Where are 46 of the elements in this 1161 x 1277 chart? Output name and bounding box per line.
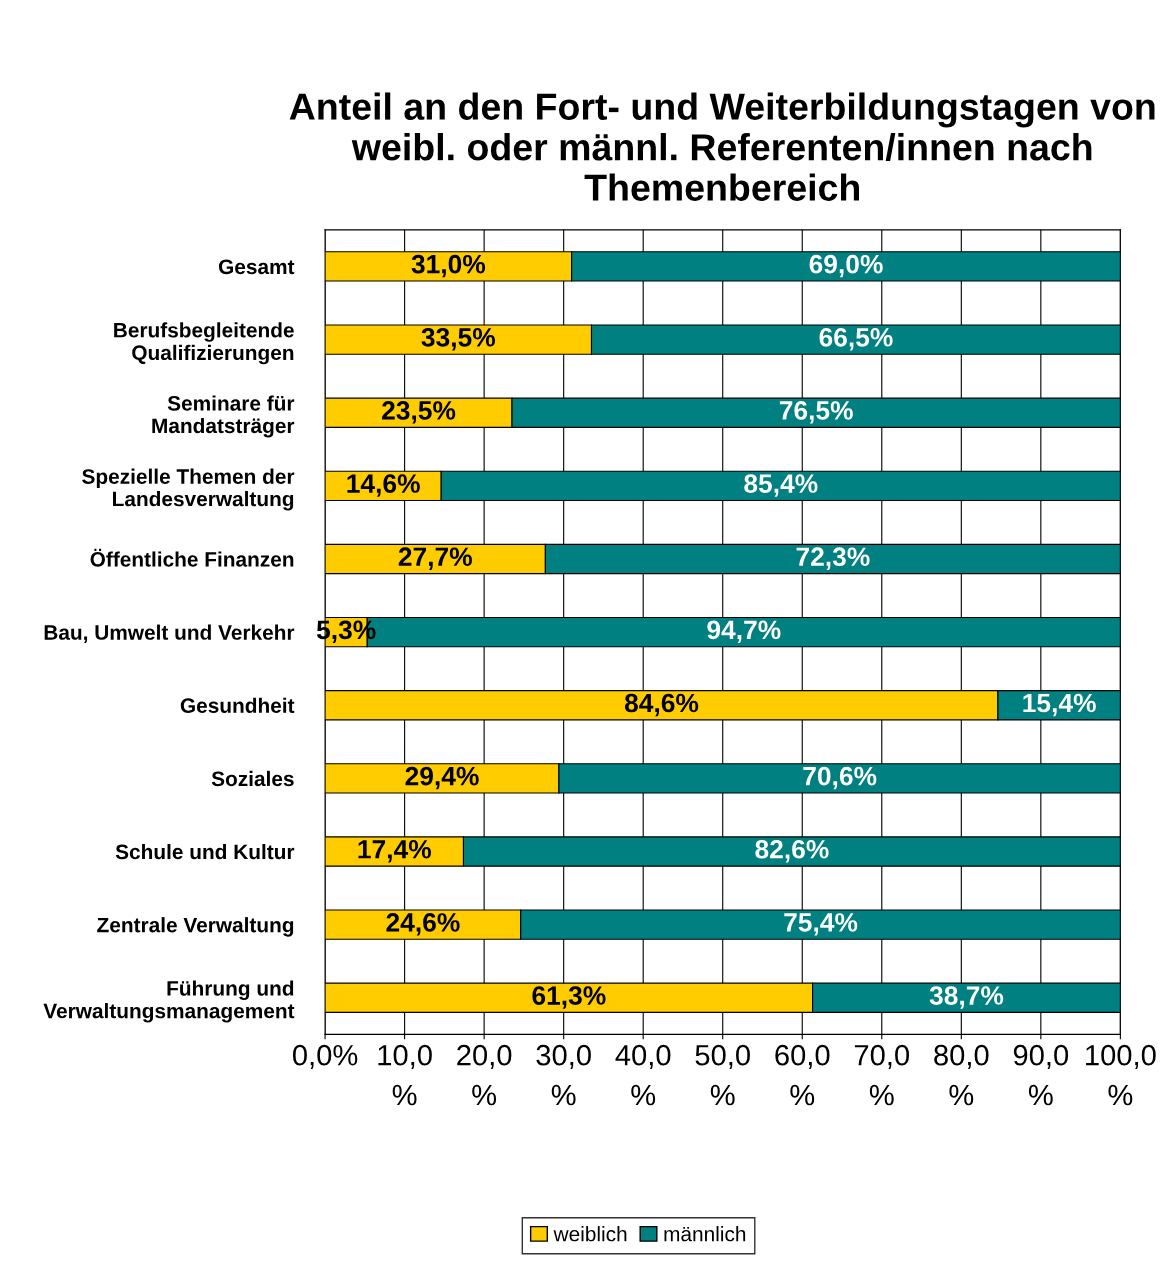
y-tick-label: Gesundheit bbox=[180, 697, 295, 714]
data-label: 15,4% bbox=[1023, 693, 1096, 717]
x-tick-label: 10,0 % bbox=[378, 1044, 432, 1106]
data-label: 70,6% bbox=[803, 766, 877, 790]
data-label: 17,4% bbox=[358, 839, 431, 863]
chart-title: Anteil an den Fort- und Weiterbildungstagen von weibl. oder männl. Referenten/innen nach Themenbereich bbox=[289, 92, 1155, 201]
x-tick-label: 100,0 % bbox=[1086, 1044, 1156, 1106]
legend-label: weiblich bbox=[553, 1226, 627, 1242]
data-label: 76,5% bbox=[779, 401, 853, 424]
x-tick-label: 90,0 % bbox=[1013, 1044, 1069, 1106]
data-label: 23,5% bbox=[382, 401, 456, 424]
data-label: 66,5% bbox=[819, 327, 893, 351]
y-tick-label: Seminare für Mandatsträger bbox=[152, 395, 295, 438]
data-label: 61,3% bbox=[532, 986, 606, 1009]
data-label: 24,6% bbox=[386, 913, 460, 936]
x-tick-label: 20,0 % bbox=[457, 1044, 512, 1106]
data-label: 29,4% bbox=[405, 766, 479, 790]
y-tick-label: Führung und Verwaltungsmanagement bbox=[43, 980, 295, 1023]
x-tick-label: 70,0 % bbox=[854, 1044, 910, 1106]
y-tick-label: Spezielle Themen der Landesverwaltung bbox=[82, 468, 295, 511]
y-tick-label: Bau, Umwelt und Verkehr bbox=[44, 624, 295, 643]
data-label: 38,7% bbox=[929, 986, 1004, 1009]
data-label: 31,0% bbox=[411, 254, 486, 278]
x-tick-label: 50,0 % bbox=[695, 1044, 750, 1106]
data-label: 75,4% bbox=[784, 913, 858, 936]
data-label: 82,6% bbox=[755, 839, 829, 863]
data-label: 69,0% bbox=[809, 254, 883, 278]
y-tick-label: Schule und Kultur bbox=[115, 843, 295, 860]
data-label: 14,6% bbox=[347, 474, 420, 497]
data-label: 84,6% bbox=[624, 693, 699, 717]
y-tick-label: Öffentliche Finanzen bbox=[90, 548, 294, 567]
y-tick-label: Berufsbegleitende Qualifizierungen bbox=[114, 322, 294, 365]
y-tick-label: Zentrale Verwaltung bbox=[97, 917, 294, 937]
data-label: 94,7% bbox=[707, 620, 781, 644]
y-tick-label: Gesamt bbox=[218, 259, 295, 275]
x-tick-label: 0,0% bbox=[292, 1044, 358, 1069]
data-label: 33,5% bbox=[421, 327, 496, 351]
x-tick-label: 60,0 % bbox=[775, 1044, 830, 1106]
x-tick-label: 80,0 % bbox=[934, 1044, 989, 1106]
x-tick-label: 30,0 % bbox=[536, 1044, 591, 1106]
x-tick-label: 40,0 % bbox=[615, 1044, 671, 1106]
data-label: 85,4% bbox=[744, 474, 818, 497]
data-label: 27,7% bbox=[398, 547, 472, 570]
legend-label: männlich bbox=[664, 1226, 746, 1242]
y-tick-label: Soziales bbox=[211, 770, 294, 787]
data-label: 72,3% bbox=[796, 547, 870, 570]
